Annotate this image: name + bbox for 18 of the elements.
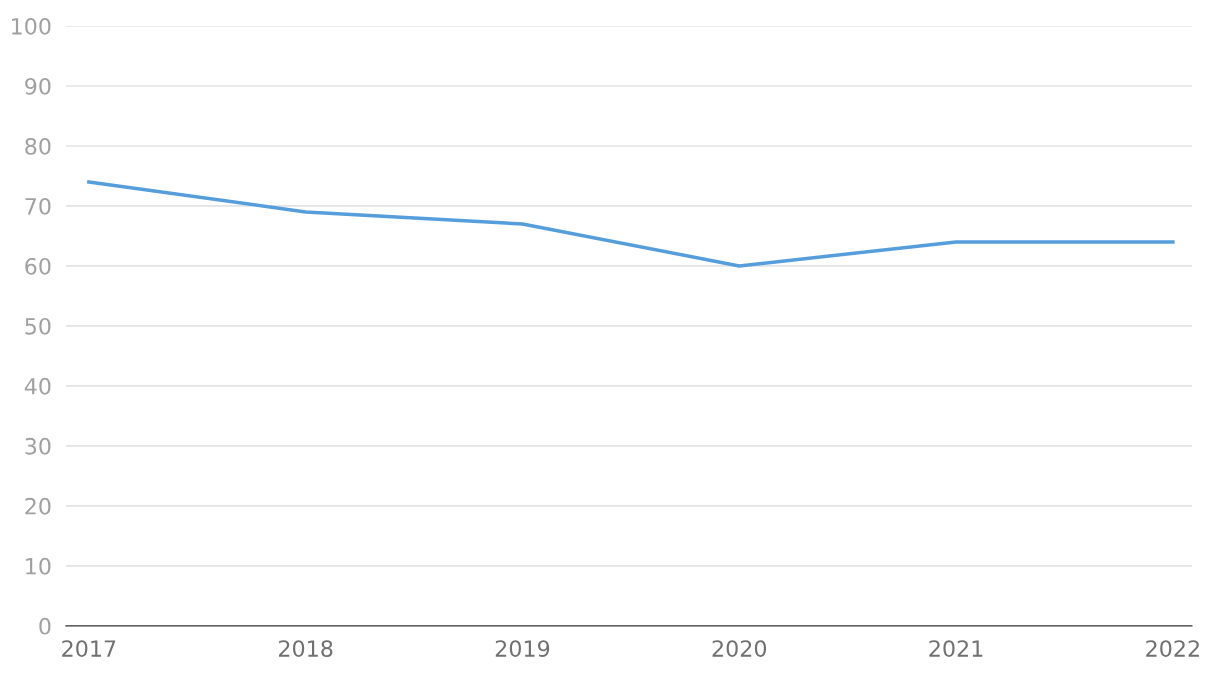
x-tick-label: 2022	[1146, 640, 1199, 657]
x-tick-label: 2019	[495, 640, 550, 657]
y-tick-label: 0	[39, 617, 51, 635]
y-tick-label: 100	[12, 17, 51, 35]
y-tick-label: 70	[25, 197, 51, 215]
x-tick-label: 2021	[929, 640, 983, 657]
y-tick-label: 40	[24, 377, 51, 395]
x-tick-label: 2018	[279, 640, 333, 657]
y-tick-label: 60	[25, 257, 51, 275]
y-tick-label: 20	[25, 497, 51, 515]
y-tick-label: 80	[25, 137, 51, 155]
y-tick-label: 10	[26, 557, 51, 575]
x-tick-label: 2020	[712, 640, 767, 657]
x-tick-label: 2017	[62, 640, 116, 657]
y-tick-label: 50	[25, 317, 51, 335]
y-tick-label: 90	[25, 77, 51, 95]
line-series	[87, 180, 1175, 268]
y-tick-label: 30	[25, 437, 51, 455]
